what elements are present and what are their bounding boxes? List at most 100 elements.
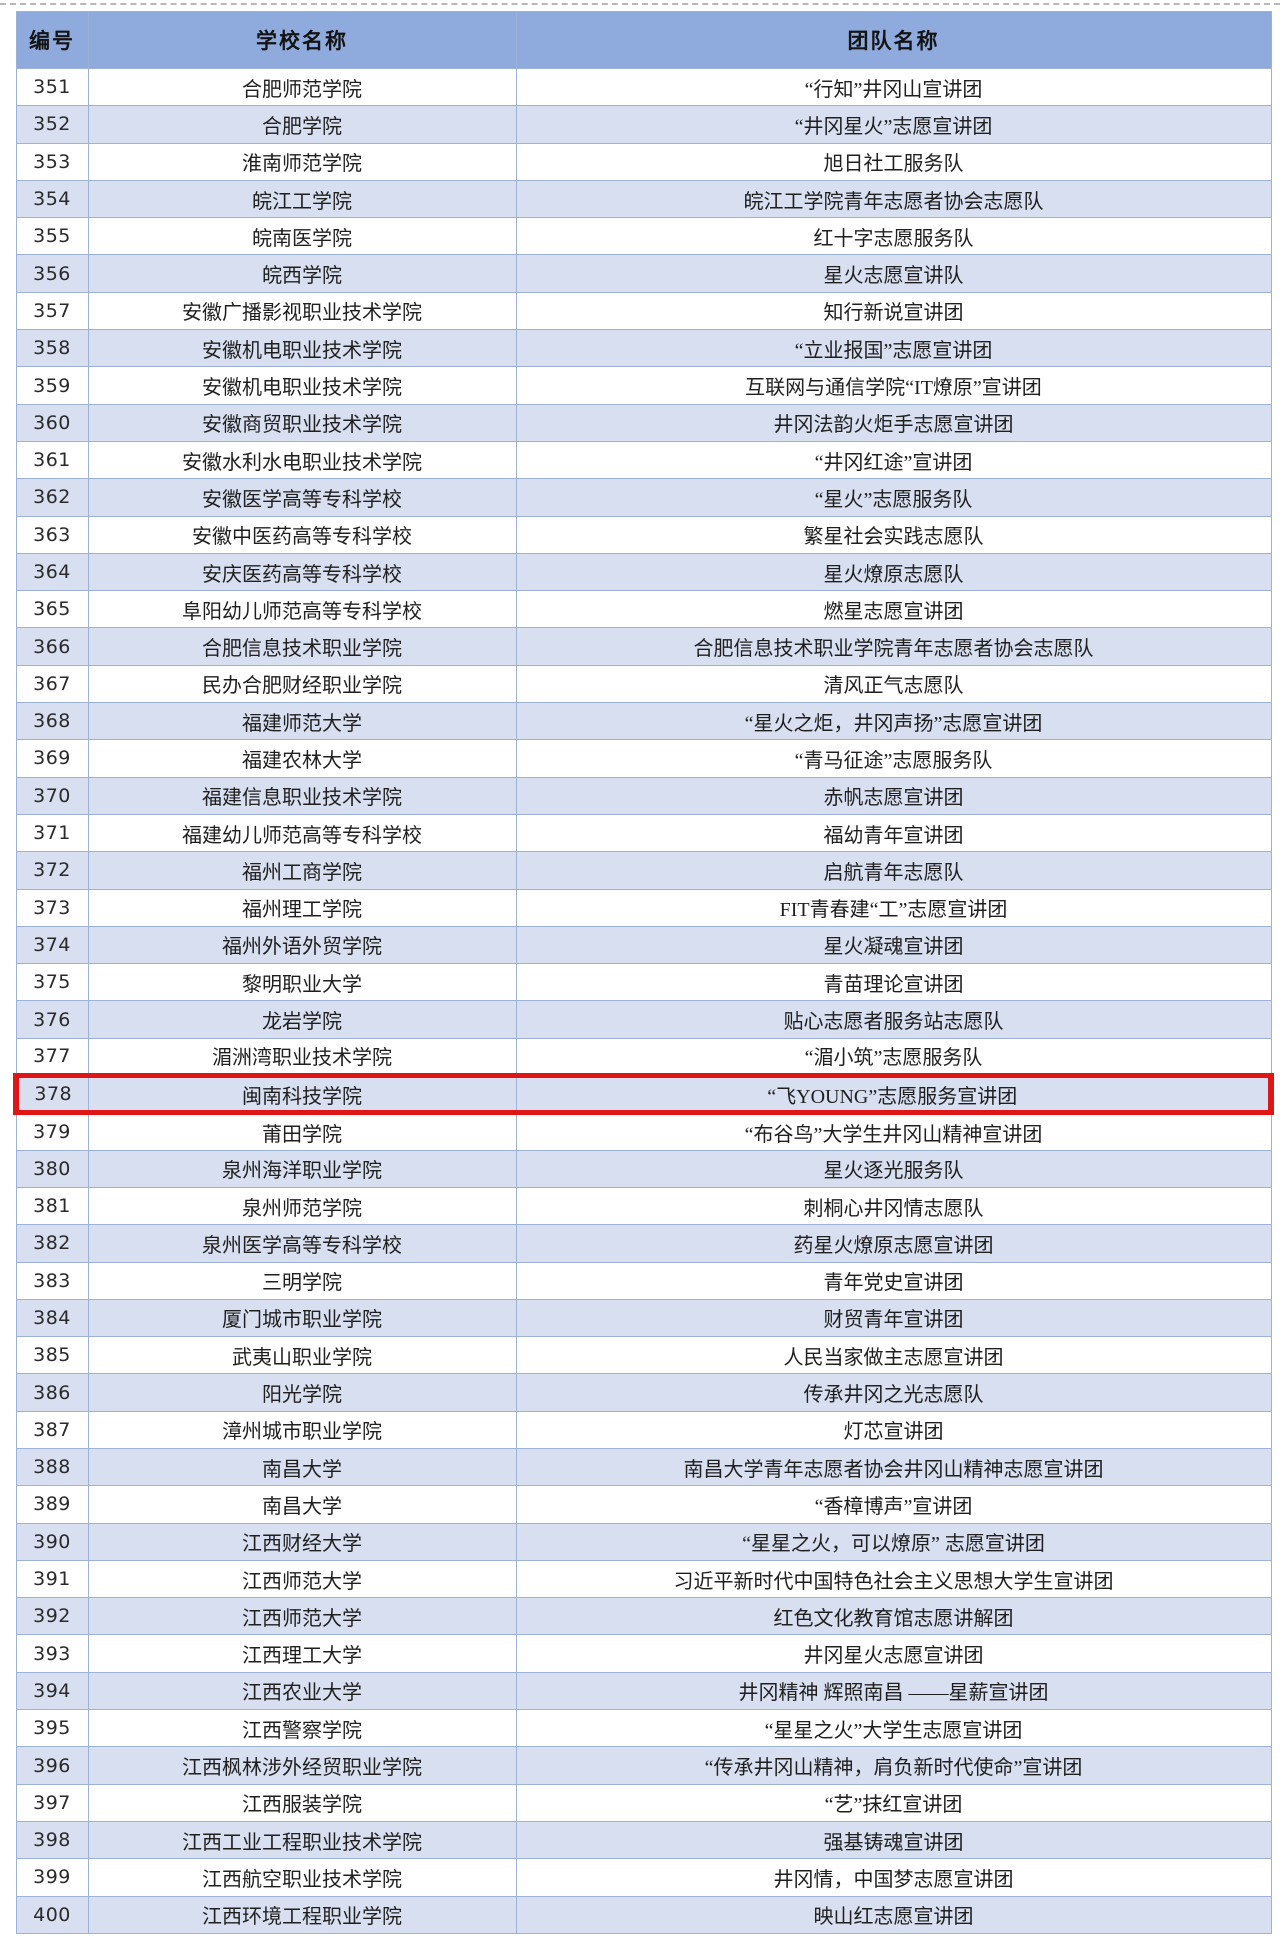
row-number-cell: 395: [15, 1709, 89, 1748]
table-row: 389 南昌大学 “香樟博声”宣讲团: [15, 1485, 1272, 1524]
team-name-cell: 红十字志愿服务队: [515, 217, 1272, 256]
table-row: 387 漳州城市职业学院 灯芯宣讲团: [15, 1410, 1272, 1449]
team-name-cell: “星火”志愿服务队: [515, 478, 1272, 517]
table-row: 390 江西财经大学 “星星之火，可以燎原” 志愿宣讲团: [15, 1522, 1272, 1561]
school-name-cell: 江西理工大学: [87, 1634, 517, 1673]
team-name-cell: “青马征途”志愿服务队: [515, 739, 1272, 778]
table-row: 392 江西师范大学 红色文化教育馆志愿讲解团: [15, 1597, 1272, 1636]
school-name-cell: 皖西学院: [87, 254, 517, 293]
table-header-row: 编号 学校名称 团队名称: [15, 11, 1272, 69]
table-row: 377 湄洲湾职业技术学院 “湄小筑”志愿服务队: [15, 1037, 1272, 1077]
school-name-cell: 江西师范大学: [87, 1559, 517, 1599]
school-name-cell: 皖江工学院: [87, 179, 517, 219]
team-name-cell: 南昌大学青年志愿者协会井冈山精神志愿宣讲团: [515, 1447, 1272, 1487]
row-number-cell: 360: [15, 403, 89, 442]
school-name-cell: 泉州医学高等专科学校: [87, 1224, 517, 1263]
row-number-cell: 354: [15, 179, 89, 219]
school-name-cell: 安徽广播影视职业技术学院: [87, 291, 517, 331]
school-name-cell: 江西警察学院: [87, 1709, 517, 1748]
table-row: 384 厦门城市职业学院 财贸青年宣讲团: [15, 1298, 1272, 1338]
team-name-cell: 贴心志愿者服务站志愿队: [515, 1000, 1272, 1039]
row-number-cell: 352: [15, 105, 89, 144]
team-name-cell: 财贸青年宣讲团: [515, 1298, 1272, 1338]
team-name-cell: 福幼青年宣讲团: [515, 813, 1272, 853]
team-name-cell: 启航青年志愿队: [515, 851, 1272, 890]
row-number-cell: 383: [15, 1261, 89, 1300]
table-body: 351 合肥师范学院 “行知”井冈山宣讲团 352 合肥学院 “井冈星火”志愿宣…: [13, 67, 1274, 1934]
table-row: 383 三明学院 青年党史宣讲团: [15, 1261, 1272, 1300]
column-header-team: 团队名称: [515, 11, 1272, 69]
school-name-cell: 湄洲湾职业技术学院: [87, 1037, 517, 1077]
table-row: 374 福州外语外贸学院 星火凝魂宣讲团: [15, 925, 1272, 965]
school-name-cell: 江西财经大学: [87, 1522, 517, 1561]
school-name-cell: 阜阳幼儿师范高等专科学校: [87, 590, 517, 629]
row-number-cell: 386: [15, 1373, 89, 1412]
column-header-school: 学校名称: [87, 11, 517, 69]
table-row: 394 江西农业大学 井冈精神 辉照南昌 ——星薪宣讲团: [15, 1671, 1272, 1711]
table-row-highlighted: 378 闽南科技学院 “飞YOUNG”志愿服务宣讲团: [13, 1072, 1274, 1116]
table-row: 376 龙岩学院 贴心志愿者服务站志愿队: [15, 1000, 1272, 1039]
row-number-cell: 384: [15, 1298, 89, 1338]
team-name-cell: “湄小筑”志愿服务队: [515, 1037, 1272, 1077]
team-name-cell: 旭日社工服务队: [515, 142, 1272, 181]
team-name-cell: 星火逐光服务队: [515, 1149, 1272, 1188]
row-number-cell: 387: [15, 1410, 89, 1449]
row-number-cell: 400: [15, 1895, 89, 1934]
team-name-cell: 强基铸魂宣讲团: [515, 1820, 1272, 1860]
table-row: 367 民办合肥财经职业学院 清风正气志愿队: [15, 664, 1272, 704]
team-name-cell: “星火之炬，井冈声扬”志愿宣讲团: [515, 702, 1272, 741]
row-number-cell: 380: [15, 1149, 89, 1188]
team-name-cell: 合肥信息技术职业学院青年志愿者协会志愿队: [515, 627, 1272, 666]
team-name-cell: 灯芯宣讲团: [515, 1410, 1272, 1449]
team-name-cell: 井冈精神 辉照南昌 ——星薪宣讲团: [515, 1671, 1272, 1711]
table-row: 360 安徽商贸职业技术学院 井冈法韵火炬手志愿宣讲团: [15, 403, 1272, 442]
table-row: 358 安徽机电职业技术学院 “立业报国”志愿宣讲团: [15, 329, 1272, 368]
school-name-cell: 三明学院: [87, 1261, 517, 1300]
team-name-cell: “行知”井冈山宣讲团: [515, 67, 1272, 107]
table-row: 373 福州理工学院 FIT青春建“工”志愿宣讲团: [15, 888, 1272, 927]
row-number-cell: 362: [15, 478, 89, 517]
team-name-cell: 井冈星火志愿宣讲团: [515, 1634, 1272, 1673]
team-name-cell: “立业报国”志愿宣讲团: [515, 329, 1272, 368]
school-name-cell: 淮南师范学院: [87, 142, 517, 181]
table-row: 362 安徽医学高等专科学校 “星火”志愿服务队: [15, 478, 1272, 517]
school-name-cell: 安徽机电职业技术学院: [87, 329, 517, 368]
table-row: 396 江西枫林涉外经贸职业学院 “传承井冈山精神，肩负新时代使命”宣讲团: [15, 1746, 1272, 1785]
row-number-cell: 368: [15, 702, 89, 741]
table-row: 357 安徽广播影视职业技术学院 知行新说宣讲团: [15, 291, 1272, 331]
table-row: 399 江西航空职业技术学院 井冈情，中国梦志愿宣讲团: [15, 1858, 1272, 1897]
table-row: 375 黎明职业大学 青苗理论宣讲团: [15, 963, 1272, 1002]
table-row: 354 皖江工学院 皖江工学院青年志愿者协会志愿队: [15, 179, 1272, 219]
table-row: 385 武夷山职业学院 人民当家做主志愿宣讲团: [15, 1336, 1272, 1375]
school-name-cell: 闽南科技学院: [87, 1072, 517, 1116]
team-name-cell: 映山红志愿宣讲团: [515, 1895, 1272, 1934]
row-number-cell: 361: [15, 440, 89, 480]
table-row: 351 合肥师范学院 “行知”井冈山宣讲团: [15, 67, 1272, 107]
team-name-cell: 青苗理论宣讲团: [515, 963, 1272, 1002]
school-name-cell: 安徽医学高等专科学校: [87, 478, 517, 517]
team-name-cell: 星火志愿宣讲队: [515, 254, 1272, 293]
row-number-cell: 396: [15, 1746, 89, 1785]
team-name-cell: 药星火燎原志愿宣讲团: [515, 1224, 1272, 1263]
team-name-cell: “布谷鸟”大学生井冈山精神宣讲团: [515, 1112, 1272, 1151]
school-name-cell: 福建幼儿师范高等专科学校: [87, 813, 517, 853]
row-number-cell: 394: [15, 1671, 89, 1711]
table-row: 355 皖南医学院 红十字志愿服务队: [15, 217, 1272, 256]
table-row: 366 合肥信息技术职业学院 合肥信息技术职业学院青年志愿者协会志愿队: [15, 627, 1272, 666]
row-number-cell: 378: [13, 1072, 89, 1116]
row-number-cell: 399: [15, 1858, 89, 1897]
team-name-cell: 赤帆志愿宣讲团: [515, 776, 1272, 815]
team-name-cell: 传承井冈之光志愿队: [515, 1373, 1272, 1412]
team-name-cell: “星星之火，可以燎原” 志愿宣讲团: [515, 1522, 1272, 1561]
school-name-cell: 安庆医药高等专科学校: [87, 552, 517, 592]
row-number-cell: 366: [15, 627, 89, 666]
team-name-cell: 青年党史宣讲团: [515, 1261, 1272, 1300]
table-row: 393 江西理工大学 井冈星火志愿宣讲团: [15, 1634, 1272, 1673]
school-name-cell: 安徽中医药高等专科学校: [87, 515, 517, 554]
table-row: 379 莆田学院 “布谷鸟”大学生井冈山精神宣讲团: [15, 1112, 1272, 1151]
row-number-cell: 370: [15, 776, 89, 815]
team-name-cell: 刺桐心井冈情志愿队: [515, 1186, 1272, 1226]
table-row: 395 江西警察学院 “星星之火”大学生志愿宣讲团: [15, 1709, 1272, 1748]
table-row: 380 泉州海洋职业学院 星火逐光服务队: [15, 1149, 1272, 1188]
row-number-cell: 358: [15, 329, 89, 368]
